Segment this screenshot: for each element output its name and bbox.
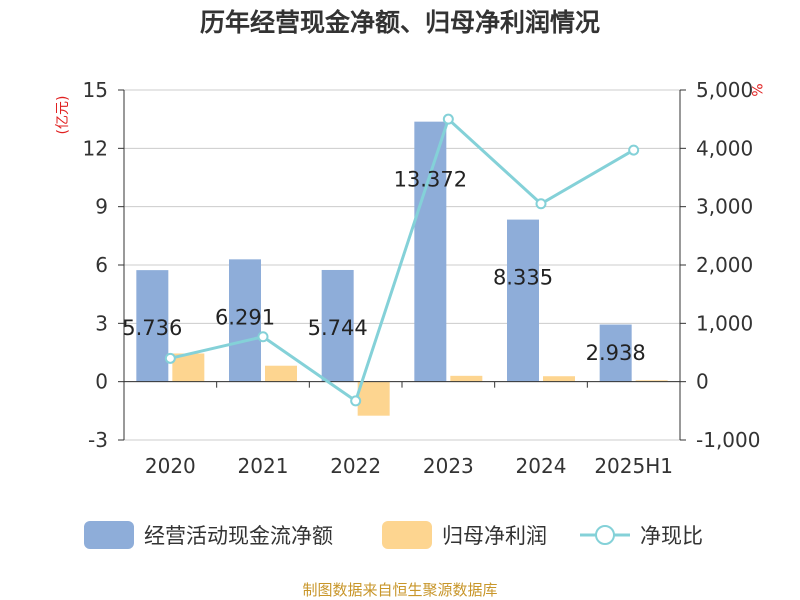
cashflow-bar (414, 121, 447, 382)
ratio-point (628, 144, 640, 156)
left-axis-label: (亿元) (55, 96, 71, 135)
cashflow-bar (229, 259, 261, 382)
left-tick-label: 15 (83, 78, 108, 102)
x-tick-label: 2023 (423, 454, 474, 478)
legend-label-cashflow: 经营活动现金流净额 (144, 524, 333, 548)
legend-label-ratio: 净现比 (640, 524, 703, 548)
left-axis-ticks: -3 0 3 6 9 12 15 (83, 78, 124, 452)
right-axis-label: % (748, 83, 764, 96)
data-label: 5.736 (122, 316, 182, 340)
net-profit-bar (357, 381, 390, 416)
ratio-point (350, 395, 362, 407)
ratio-point (535, 198, 547, 210)
ratio-polyline (169, 116, 635, 404)
cashflow-bar (136, 270, 169, 382)
x-tick-label: 2020 (145, 454, 196, 478)
net-profit-bar (172, 353, 205, 382)
bars (136, 121, 668, 416)
x-tick-label: 2021 (238, 454, 289, 478)
right-tick-label: 4,000 (696, 136, 753, 160)
legend-label-net-profit: 归母净利润 (442, 524, 547, 548)
source-note: 制图数据来自恒生聚源数据库 (302, 581, 497, 599)
right-tick-label: 5,000 (696, 78, 753, 102)
cashflow-bar (321, 269, 354, 382)
ratio-point (442, 113, 454, 125)
legend-swatch-cashflow (84, 521, 134, 549)
x-axis-ticks: 2020 2021 2022 2023 2024 2025H1 (123, 381, 681, 478)
net-profit-bar (265, 365, 297, 382)
data-labels: 5.736 6.291 5.744 13.372 8.335 2.938 (122, 168, 645, 365)
cashflow-bar (599, 324, 632, 382)
legend-swatch-ratio-point (595, 525, 615, 545)
right-tick-label: 3,000 (696, 195, 753, 219)
data-label: 5.744 (308, 316, 368, 340)
left-tick-label: 9 (95, 195, 108, 219)
chart-title: 历年经营现金净额、归母净利润情况 (200, 8, 600, 37)
ratio-point (257, 331, 269, 343)
right-axis-ticks: -1,000 0 1,000 2,000 3,000 4,000 5,000 (680, 78, 760, 452)
net-profit-bar (450, 375, 483, 382)
ratio-line (164, 113, 640, 407)
legend[interactable]: 经营活动现金流净额 归母净利润 净现比 (84, 521, 703, 549)
left-tick-label: 3 (95, 311, 108, 335)
left-tick-label: 0 (95, 370, 108, 394)
data-label: 6.291 (215, 305, 275, 329)
x-tick-label: 2024 (516, 454, 567, 478)
left-tick-label: 6 (95, 253, 108, 277)
axes (123, 90, 681, 440)
right-tick-label: 2,000 (696, 253, 753, 277)
net-profit-bar (635, 380, 668, 382)
cashflow-bar (507, 219, 539, 382)
data-label: 13.372 (394, 168, 467, 192)
data-label: 8.335 (493, 266, 553, 290)
data-label: 2.938 (586, 341, 646, 365)
right-tick-label: 0 (696, 370, 709, 394)
right-tick-label: -1,000 (696, 428, 760, 452)
legend-swatch-net-profit (382, 521, 432, 549)
left-tick-label: 12 (83, 136, 108, 160)
x-tick-label: 2022 (330, 454, 381, 478)
x-tick-label: 2025H1 (594, 454, 673, 478)
net-profit-bar (543, 376, 575, 382)
left-tick-label: -3 (88, 428, 108, 452)
ratio-point (164, 352, 176, 364)
right-tick-label: 1,000 (696, 311, 753, 335)
